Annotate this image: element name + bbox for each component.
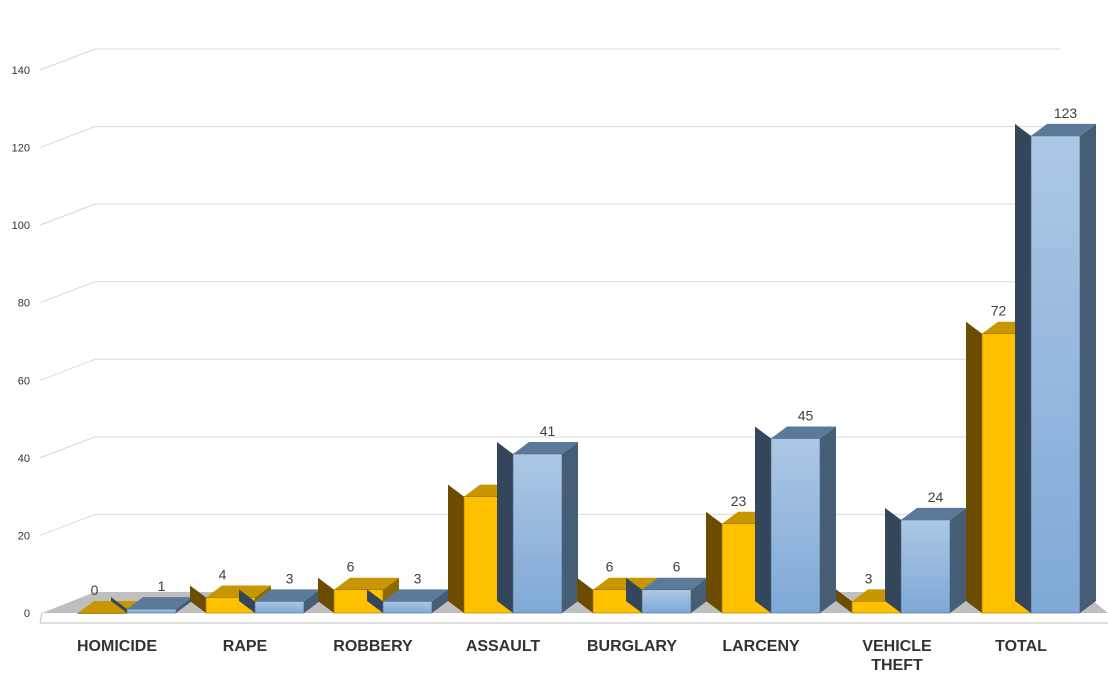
bar (382, 601, 433, 614)
data-label: 6 (347, 559, 355, 575)
bar-side (448, 484, 464, 613)
bar-side (626, 577, 642, 613)
axis-corner (39, 612, 43, 624)
gridline-wall (39, 48, 96, 71)
bar-side (755, 426, 771, 613)
data-label: 3 (414, 570, 422, 586)
bar (1030, 135, 1081, 614)
y-tick-label: 20 (18, 530, 30, 542)
bar (77, 612, 128, 614)
bar-side (885, 507, 901, 613)
data-label: 23 (731, 493, 747, 509)
bar-top (1031, 123, 1096, 136)
data-label: 123 (1054, 105, 1078, 121)
data-label: 6 (606, 559, 614, 575)
gridline-wall (39, 358, 96, 381)
bar-top (593, 577, 658, 590)
x-category-label: VEHICLE (862, 638, 932, 655)
x-category-label: HOMICIDE (77, 638, 157, 655)
y-tick-label: 80 (18, 298, 30, 310)
data-label: 41 (540, 423, 556, 439)
x-category-label: ASSAULT (466, 638, 541, 655)
gridline-wall (39, 513, 96, 536)
y-tick-label: 60 (18, 375, 30, 387)
data-label: 3 (286, 570, 294, 586)
bar-side (367, 589, 383, 613)
data-label: 6 (673, 559, 681, 575)
bar-side (239, 589, 255, 613)
data-label: 24 (928, 489, 944, 505)
bar-side (966, 321, 982, 613)
gridline-wall (39, 281, 96, 304)
gridline-wall (39, 126, 96, 149)
x-category-label: THEFT (871, 657, 923, 673)
data-label: 3 (865, 570, 873, 586)
gridline-wall (39, 436, 96, 459)
bar-top (642, 577, 707, 590)
bar-side (111, 597, 127, 613)
bar-top (513, 441, 578, 454)
bar-side-right (691, 577, 707, 613)
y-tick-label: 100 (12, 220, 30, 232)
bar (900, 519, 951, 614)
bar-top (127, 597, 192, 610)
gridline-wall (39, 203, 96, 226)
bar-top (334, 577, 399, 590)
bar (641, 589, 692, 614)
bar-side-right (950, 507, 966, 613)
bar-side-right (176, 597, 192, 613)
y-tick-label: 0 (24, 608, 30, 620)
bar-top (206, 585, 271, 598)
x-category-label: BURGLARY (587, 638, 677, 655)
data-label: 45 (798, 407, 814, 423)
bar-side (1015, 123, 1031, 613)
x-category-label: LARCENY (722, 638, 800, 655)
bar-side (836, 589, 852, 613)
data-label: 72 (991, 303, 1007, 319)
bar-top (771, 426, 836, 439)
bar-side (318, 577, 334, 613)
bar-side (577, 577, 593, 613)
x-category-label: RAPE (223, 638, 268, 655)
bar-top (901, 507, 966, 520)
bar (126, 608, 177, 614)
bar-top (255, 589, 320, 602)
bar-side-right (1080, 123, 1096, 613)
y-tick-label: 40 (18, 453, 30, 465)
bar-top (383, 589, 448, 602)
data-label: 4 (219, 566, 227, 582)
y-tick-label: 120 (12, 143, 30, 155)
x-category-label: TOTAL (995, 638, 1047, 655)
bar (254, 601, 305, 614)
data-label: 1 (158, 578, 166, 594)
data-label: 0 (91, 582, 99, 598)
x-category-label: ROBBERY (333, 638, 413, 655)
y-tick-label: 140 (12, 65, 30, 77)
bar-side-right (304, 589, 320, 613)
bar-side-right (562, 441, 578, 613)
bar-side (190, 585, 206, 613)
bar-side (497, 441, 513, 613)
bar (512, 453, 563, 614)
bar-side-right (820, 426, 836, 613)
bar-side-right (432, 589, 448, 613)
bar (770, 438, 821, 614)
bar-side (706, 511, 722, 613)
